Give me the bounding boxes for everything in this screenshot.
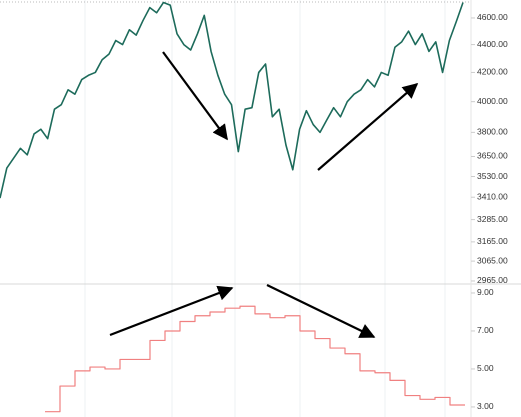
- y-tick-label: 4400.00: [477, 39, 508, 49]
- y-tick-label: 3410.00: [477, 191, 508, 201]
- y-tick-label: 3.00: [477, 401, 494, 411]
- y-tick-label: 3650.00: [477, 151, 508, 161]
- y-tick-label: 2965.00: [477, 275, 508, 285]
- y-tick-label: 9.00: [477, 287, 494, 297]
- y-tick-label: 3530.00: [477, 171, 508, 181]
- vertical-grid: [84, 0, 446, 417]
- price-line: [0, 1, 464, 199]
- y-tick-label: 4200.00: [477, 67, 508, 77]
- y-tick-label: 4000.00: [477, 96, 508, 106]
- y-tick-label: 3285.00: [477, 214, 508, 224]
- y-tick-label: 3800.00: [477, 127, 508, 137]
- y-tick-label: 4600.00: [477, 12, 508, 22]
- y-tick-label: 3165.00: [477, 236, 508, 246]
- y-tick-label: 7.00: [477, 325, 494, 335]
- annotation-arrows: [109, 51, 419, 338]
- y-tick-label: 3065.00: [477, 255, 508, 265]
- step-line: [45, 305, 465, 413]
- y-tick-label: 5.00: [477, 363, 494, 373]
